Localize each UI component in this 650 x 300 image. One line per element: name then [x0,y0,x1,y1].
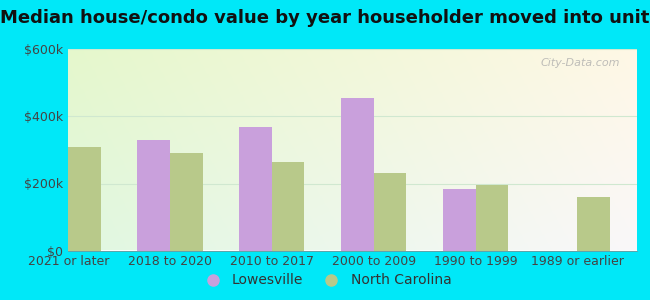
Bar [476,185,508,250]
Text: Median house/condo value by year householder moved into unit: Median house/condo value by year househo… [0,9,650,27]
Bar [68,147,101,250]
Bar [577,197,610,250]
Bar [341,98,374,250]
Legend: Lowesville, North Carolina: Lowesville, North Carolina [193,268,457,293]
Bar [272,162,304,250]
Text: City-Data.com: City-Data.com [540,58,620,68]
Bar [239,127,272,250]
Bar [374,173,406,250]
Bar [138,140,170,250]
Bar [443,188,476,250]
Bar [170,153,203,250]
